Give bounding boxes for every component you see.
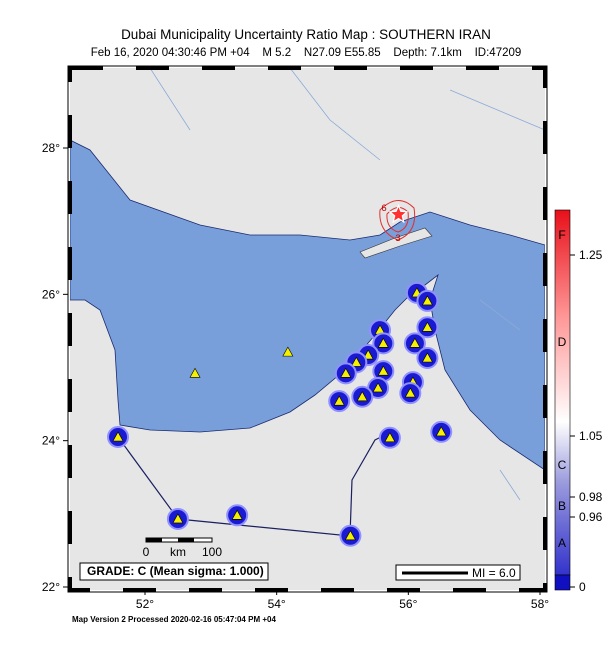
station-triangle <box>404 387 416 398</box>
contour-label: 6 <box>381 203 386 214</box>
epicenter <box>388 204 409 224</box>
lon-label: 56° <box>399 597 417 611</box>
station-triangle <box>377 365 389 376</box>
station <box>351 385 374 408</box>
station <box>372 332 395 355</box>
station-triangle <box>333 395 345 406</box>
grade-letter: B <box>558 499 566 513</box>
station-triangle <box>409 337 421 348</box>
triangle <box>189 367 201 378</box>
colorbar-tick: 1.25 <box>579 248 603 262</box>
station <box>226 504 249 527</box>
rivers <box>149 68 545 501</box>
scale-bar: 0 100 km <box>143 537 222 559</box>
lat-label: 28° <box>42 141 60 155</box>
frame-ticks <box>68 66 547 592</box>
station-triangle <box>231 509 243 520</box>
island <box>359 227 433 259</box>
station-triangle <box>384 432 396 443</box>
station <box>416 346 439 369</box>
station-triangle <box>435 426 447 437</box>
mi-legend: MI = 6.0 <box>472 566 516 580</box>
station-triangle <box>340 367 352 378</box>
station-triangle <box>350 356 362 367</box>
grade-letter: C <box>558 458 567 472</box>
station <box>416 316 439 339</box>
station-triangle <box>356 391 368 402</box>
station <box>328 390 351 413</box>
station <box>403 332 426 355</box>
scale-label: 0 <box>143 545 150 559</box>
station <box>378 426 401 449</box>
station-triangle <box>421 295 433 306</box>
lon-label: 58° <box>531 597 549 611</box>
border <box>117 429 396 537</box>
station-triangle <box>421 352 433 363</box>
lat-label: 26° <box>42 287 60 301</box>
map <box>70 68 545 590</box>
frame <box>67 65 548 593</box>
station <box>430 420 453 443</box>
grade-box <box>79 562 269 581</box>
title: Dubai Municipality Uncertainty Ratio Map… <box>121 27 491 42</box>
station-triangle <box>112 431 124 442</box>
scale-unit: km <box>170 545 186 559</box>
lat-label: 22° <box>42 580 60 594</box>
colorbar-tick: 1.05 <box>579 429 603 443</box>
station <box>334 362 357 385</box>
station-triangle <box>377 337 389 348</box>
lon-label: 52° <box>136 597 154 611</box>
lat-label: 24° <box>42 434 60 448</box>
station <box>399 382 422 405</box>
station <box>107 426 130 449</box>
contour-label: 3 <box>395 233 400 244</box>
colorbar-tick: 0.96 <box>579 510 603 524</box>
station <box>339 524 362 547</box>
grade-letter: F <box>558 228 565 242</box>
colorbar: F D C B A 1.25 1.05 0.98 0.96 0 <box>554 209 603 594</box>
station-triangle <box>344 530 356 541</box>
lon-label: 54° <box>268 597 286 611</box>
grade-letter: D <box>558 335 567 349</box>
station-triangle <box>421 321 433 332</box>
colorbar-tick: 0 <box>579 580 586 594</box>
footer: Map Version 2 Processed 2020-02-16 05:47… <box>72 615 276 624</box>
station <box>416 289 439 312</box>
scale-label: 100 <box>202 545 222 559</box>
colorbar-tick: 0.98 <box>579 490 603 504</box>
triangle <box>282 346 294 357</box>
station-triangle <box>372 382 384 393</box>
grade-letter: A <box>558 536 566 550</box>
station-triangle <box>172 513 184 524</box>
station <box>166 507 189 530</box>
grade: GRADE: C (Mean sigma: 1.000) <box>87 564 264 578</box>
subtitle: Feb 16, 2020 04:30:46 PM +04 M 5.2 N27.0… <box>91 47 522 59</box>
